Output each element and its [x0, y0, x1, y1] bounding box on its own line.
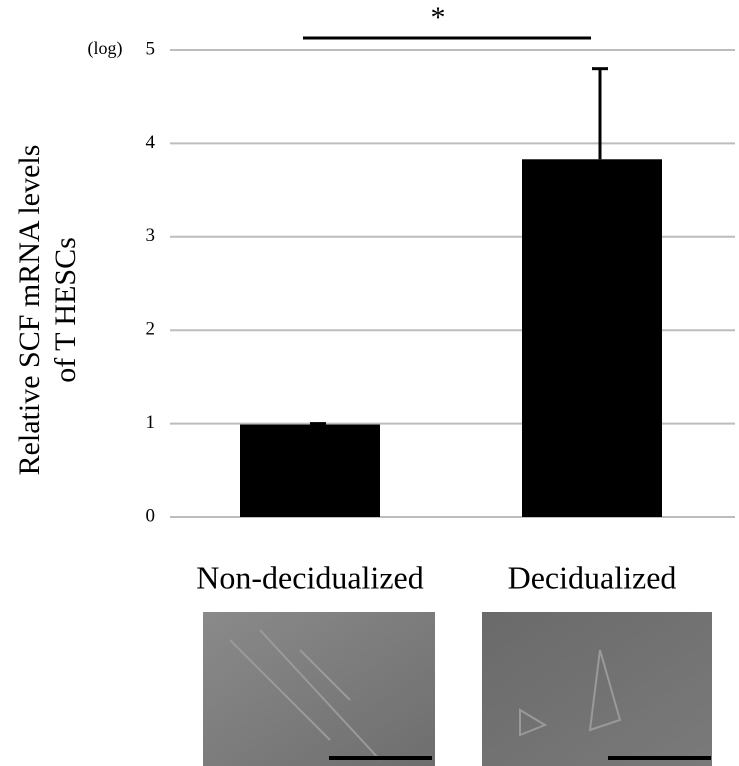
y-tick-label: 4: [146, 132, 156, 153]
x-tick-label: Non-decidualized: [196, 559, 423, 595]
y-tick-label: 0: [146, 505, 156, 526]
y-tick-label: 3: [146, 225, 156, 246]
y-label-line: of T HESCs: [49, 237, 82, 383]
y-tick-label: 5: [146, 38, 156, 59]
micrograph-image: [203, 612, 435, 766]
bar: [522, 159, 662, 517]
y-tick-label: 1: [146, 412, 156, 433]
y-axis-label: Relative SCF mRNA levels of T HESCs: [13, 145, 82, 476]
micrograph: [203, 612, 435, 766]
micrograph-image: [482, 612, 712, 766]
cell-outline: [519, 649, 622, 737]
axis-note: (log): [88, 38, 123, 59]
x-tick-label: Decidualized: [508, 559, 677, 595]
y-tick-label: 2: [146, 319, 156, 340]
cell-outline: [229, 629, 381, 761]
micrograph: [482, 612, 712, 766]
y-label-line: Relative SCF mRNA levels: [13, 145, 46, 476]
bar: [240, 424, 380, 517]
significance-mark: *: [431, 1, 446, 34]
